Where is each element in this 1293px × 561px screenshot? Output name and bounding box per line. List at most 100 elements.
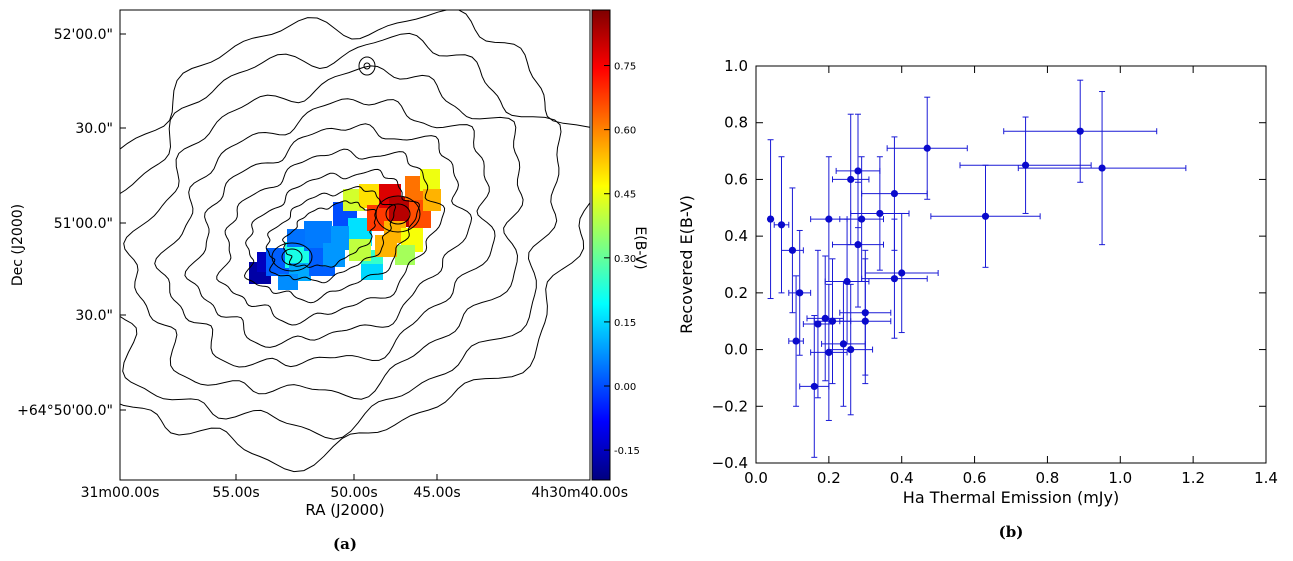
scatter-y-ticks: 1.0 0.8 0.6 0.4 0.2 0.0 −0.2 −0.4 (712, 57, 1266, 472)
ebv-pixel (331, 226, 349, 250)
scatter-y-tick-label: 0.6 (724, 170, 748, 188)
scatter-x-tick-label: 0.0 (744, 469, 768, 487)
map-x-tick-label: 45.00s (413, 485, 460, 501)
colorbar-tick-label: 0.60 (614, 126, 636, 137)
data-point (890, 275, 899, 283)
contour-layer (120, 10, 590, 473)
data-point (847, 175, 855, 184)
data-point (1076, 127, 1084, 135)
contour-line (271, 242, 313, 272)
scatter-x-tick-label: 1.4 (1254, 469, 1278, 487)
contour-line (375, 195, 421, 233)
contour-line (154, 98, 496, 368)
contour-line (120, 10, 590, 473)
map-y-tick-label: 30.0" (75, 308, 113, 324)
data-point (890, 190, 899, 198)
scatter-y-tick-label: −0.2 (712, 397, 748, 415)
scatter-y-tick-label: 0.0 (724, 341, 748, 359)
data-point (814, 320, 822, 328)
map-y-axis-label: Dec (J2000) (10, 204, 26, 286)
data-point (1021, 161, 1030, 169)
scatter-frame (755, 65, 1267, 464)
scatter-y-tick-label: 0.8 (724, 114, 748, 132)
map-plot-area (120, 10, 590, 473)
map-x-axis-label: RA (J2000) (305, 501, 384, 519)
scatter-y-axis-label: Recovered E(B-V) (677, 195, 696, 334)
point-layer (766, 127, 1106, 391)
scatter-y-tick-label: −0.4 (712, 454, 748, 472)
contour-line (216, 148, 446, 326)
ebv-pixel (395, 245, 415, 265)
scatter-figure: 0.0 0.2 0.4 0.6 0.8 1.0 1.2 1.4 1.0 0.8 0.6 0.4 0.2… (677, 57, 1278, 541)
data-point (810, 382, 818, 391)
data-point (766, 215, 775, 223)
caption-a: (a) (333, 535, 357, 553)
scatter-x-tick-label: 0.4 (890, 469, 914, 487)
scatter-x-tick-label: 1.2 (1181, 469, 1205, 487)
map-y-tick-label: 30.0" (75, 121, 113, 137)
contour-line (120, 32, 562, 440)
map-frame (119, 9, 591, 481)
contour-line (123, 65, 524, 400)
data-point (792, 337, 800, 345)
contour-line (385, 203, 411, 225)
scatter-x-tick-label: 0.6 (963, 469, 987, 487)
map-y-tick-label: 51'00.0" (54, 216, 113, 232)
map-y-ticks: 52'00.0" 30.0" 51'00.0" 30.0" +64°50'00.0" (17, 27, 126, 419)
colorbar-tick-label: 0.30 (614, 254, 636, 265)
scatter-x-ticks: 0.0 0.2 0.4 0.6 0.8 1.0 1.2 1.4 (744, 66, 1278, 487)
scatter-y-tick-label: 1.0 (724, 57, 748, 75)
caption-b: (b) (999, 523, 1024, 541)
ebv-pixel (420, 169, 440, 191)
ebv-pixel (349, 239, 371, 261)
colorbar-label: E(B-V) (632, 226, 648, 269)
ebv-pixel (423, 189, 441, 211)
map-x-ticks: 31m00.00s 55.00s 50.00s 45.00s 4h30m40.00s (81, 474, 628, 501)
ebv-map-figure: 31m00.00s 55.00s 50.00s 45.00s 4h30m40.00s 5… (10, 9, 648, 553)
ebv-pixel (278, 274, 298, 290)
ebv-pixel (375, 235, 397, 257)
data-point (876, 209, 884, 218)
panel-b: 0.0 0.2 0.4 0.6 0.8 1.0 1.2 1.4 1.0 0.8 0.6 0.4 0.2… (660, 0, 1293, 557)
ebv-pixel (359, 184, 381, 208)
colorbar-tick-label: -0.15 (614, 446, 640, 457)
ebv-pixel (367, 205, 389, 231)
map-y-tick-label: +64°50'00.0" (17, 403, 113, 419)
data-point (923, 144, 931, 152)
colorbar-tick-label: 0.15 (614, 318, 636, 329)
map-x-tick-label: 4h30m40.00s (531, 485, 628, 501)
scatter-x-tick-label: 1.0 (1108, 469, 1132, 487)
contour-line (184, 123, 473, 348)
data-point (861, 317, 869, 325)
contour-line (358, 56, 376, 76)
data-point (854, 167, 862, 175)
data-point (825, 215, 833, 223)
map-y-tick-label: 52'00.0" (54, 27, 113, 43)
scatter-y-tick-label: 0.4 (724, 227, 748, 245)
data-point (796, 289, 804, 297)
colorbar-ticks: 0.75 0.60 0.45 0.30 0.15 0.00 -0.15 (604, 62, 640, 457)
data-point (828, 317, 837, 325)
colorbar (591, 9, 611, 481)
scatter-x-tick-label: 0.8 (1035, 469, 1059, 487)
contour-line (265, 185, 397, 284)
data-point (843, 277, 851, 286)
panel-a: 31m00.00s 55.00s 50.00s 45.00s 4h30m40.00s 5… (0, 0, 650, 557)
data-point (858, 215, 866, 223)
scatter-x-axis-label: Ha Thermal Emission (mJy) (903, 488, 1119, 507)
data-point (861, 309, 869, 317)
contour-line (281, 248, 303, 266)
scatter-y-tick-label: 0.2 (724, 284, 748, 302)
data-point (1098, 164, 1106, 172)
scatter-x-tick-label: 0.2 (817, 469, 841, 487)
colorbar-tick-label: 0.00 (614, 382, 636, 393)
data-point (788, 246, 797, 254)
data-point (839, 340, 848, 348)
map-x-tick-label: 31m00.00s (81, 485, 160, 501)
colorbar-tick-label: 0.45 (614, 190, 636, 201)
data-point (821, 314, 829, 322)
contour-line (363, 62, 371, 70)
error-bar-layer (767, 79, 1187, 458)
map-x-tick-label: 50.00s (330, 485, 377, 501)
data-point (777, 221, 786, 229)
